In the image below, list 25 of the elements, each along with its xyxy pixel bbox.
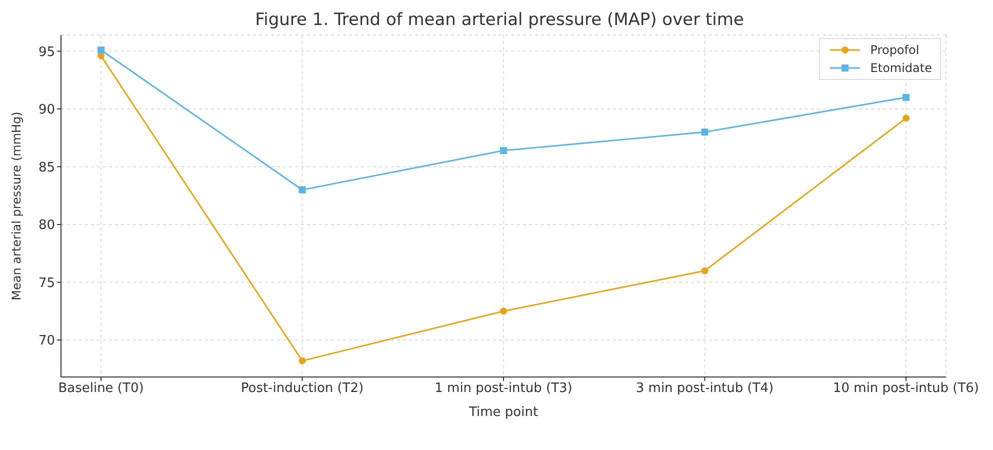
point xyxy=(701,128,708,136)
point xyxy=(902,94,910,101)
y-tick-label: 75 xyxy=(38,276,55,291)
y-tick-label: 80 xyxy=(38,218,55,234)
point xyxy=(98,46,104,54)
point xyxy=(298,357,306,364)
y-tick-label: 70 xyxy=(38,334,55,349)
point xyxy=(902,114,910,122)
x-tick-label: Baseline (T0) xyxy=(58,381,144,396)
point xyxy=(500,147,507,154)
y-tick-label: 90 xyxy=(38,102,55,118)
x-tick-label: 1 min post-intub (T3) xyxy=(434,381,572,396)
legend-label: Propofol xyxy=(870,42,920,59)
x-tick-label: 3 min post-intub (T4) xyxy=(636,381,774,396)
y-tick-label: 85 xyxy=(38,160,55,176)
point xyxy=(500,308,507,315)
x-axis-title: Time point xyxy=(468,405,538,420)
point xyxy=(298,186,306,194)
y-axis-title: Mean arterial pressure (mmHg) xyxy=(9,112,24,300)
y-tick-label: 95 xyxy=(38,44,55,60)
chart-title: Figure 1. Trend of mean arterial pressure (MAP) over time xyxy=(254,10,745,30)
x-tick-label: 10 min post-intub (T6) xyxy=(832,381,980,396)
point xyxy=(701,267,708,274)
legend-label: Etomidate xyxy=(870,60,932,77)
x-tick-label: Post-induction (T2) xyxy=(240,381,364,396)
